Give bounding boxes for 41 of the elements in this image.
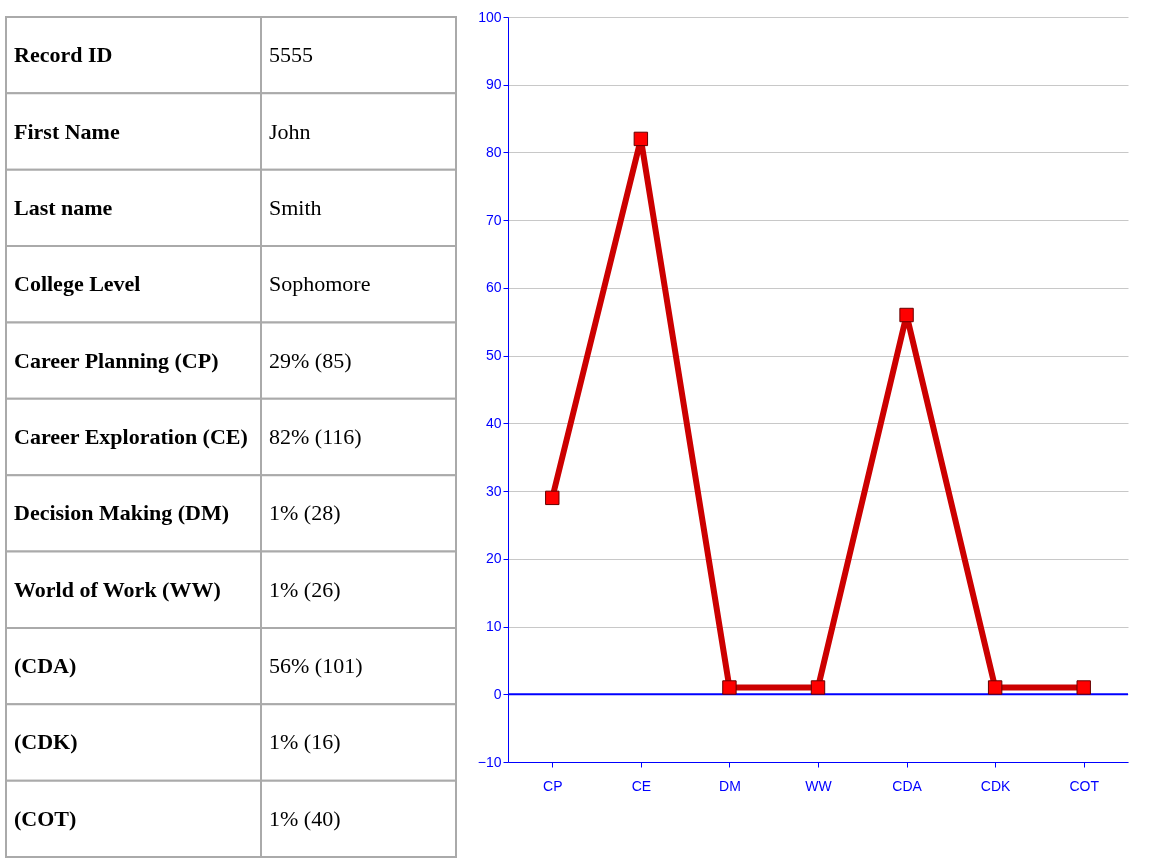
text: Decision Making (DM) [14, 500, 230, 526]
y-tick-label: −10 [477, 753, 502, 770]
y-tick-label: 70 [485, 211, 502, 228]
text: (CDK) [14, 729, 78, 755]
text: First Name [14, 118, 120, 144]
y-tick-label: 0 [493, 685, 502, 702]
text: (CDA) [14, 653, 77, 679]
y-tick-label: 90 [485, 76, 502, 93]
text: Last name [14, 194, 113, 220]
text: Smith [269, 194, 322, 220]
text: 1% (28) [269, 500, 341, 526]
text: 1% (16) [269, 729, 341, 755]
x-tick-label: CDA [892, 777, 923, 794]
text: 29% (85) [269, 347, 352, 373]
x-tick-label: CE [631, 777, 652, 794]
text: 1% (40) [269, 805, 341, 831]
y-tick-label: 100 [478, 8, 502, 25]
text: (COT) [14, 805, 77, 831]
x-tick-label: WW [805, 777, 833, 794]
text: John [269, 118, 311, 144]
text: 5555 [269, 42, 313, 68]
text: World of Work (WW) [14, 576, 221, 602]
y-tick-label: 20 [485, 550, 502, 567]
x-tick-label: COT [1069, 777, 1100, 794]
x-tick-label: CP [543, 777, 563, 794]
text: Career Exploration (CE) [14, 424, 248, 449]
y-tick-label: 50 [485, 347, 502, 364]
text: 82% (116) [269, 424, 362, 449]
x-tick-label: CDK [980, 777, 1012, 794]
y-tick-label: 40 [485, 414, 502, 431]
y-tick-label: 30 [485, 482, 502, 499]
y-tick-label: 60 [485, 279, 502, 296]
text: 56% (101) [269, 653, 363, 679]
y-tick-label: 80 [485, 143, 502, 160]
text: 1% (26) [269, 576, 341, 602]
text: Record ID [14, 42, 113, 68]
x-tick-label: DM [719, 777, 741, 794]
text: Sophomore [269, 271, 371, 297]
text: Career Planning (CP) [14, 347, 219, 373]
text: College Level [14, 271, 141, 297]
y-tick-label: 10 [485, 618, 502, 635]
